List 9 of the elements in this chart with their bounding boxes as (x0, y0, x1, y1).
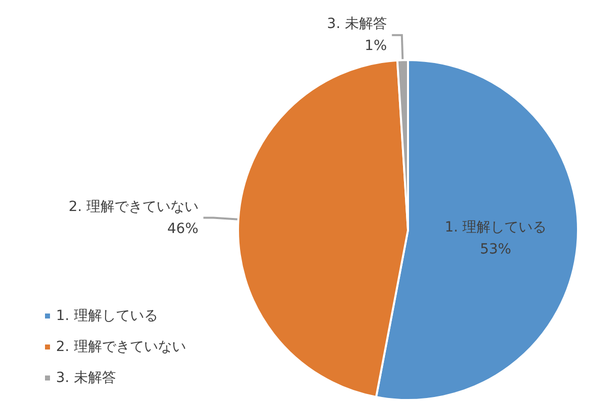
legend-label: 3. 未解答 (56, 370, 116, 386)
slice-label: 3. 未解答 (327, 16, 387, 32)
data-label: 46% (167, 220, 198, 237)
data-label: 53% (480, 241, 512, 258)
slice-label: 2. 理解できていない (68, 198, 198, 215)
slice-label: 1. 理解している (444, 219, 547, 236)
data-label: 1% (364, 38, 387, 54)
legend-label: 2. 理解できていない (56, 339, 186, 355)
legend-label: 1. 理解している (56, 308, 158, 324)
